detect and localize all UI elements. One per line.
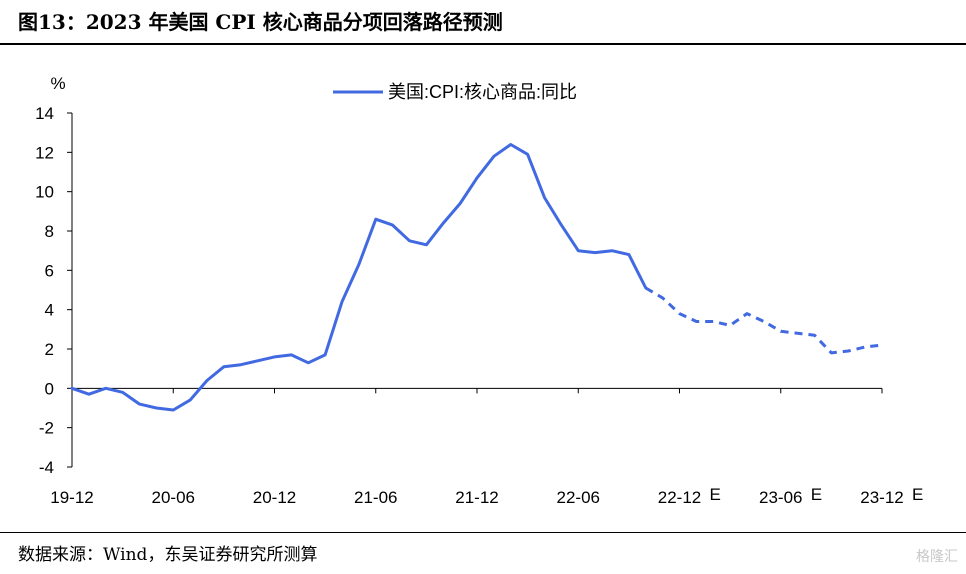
data-source-note: 数据来源：Wind，东吴证券研究所测算: [18, 545, 318, 565]
title-divider: [0, 43, 966, 45]
x-tick-label: 21-12: [455, 488, 498, 507]
x-tick-label-suffix: E: [811, 485, 822, 504]
y-tick-label: 6: [45, 261, 54, 280]
y-tick-label: 8: [45, 222, 54, 241]
source-divider: [0, 532, 966, 533]
x-tick-label: 19-12: [50, 488, 93, 507]
x-tick-label: 22-06: [557, 488, 600, 507]
y-tick-label: -2: [39, 419, 54, 438]
y-tick-label: 4: [45, 301, 54, 320]
y-tick-label: 10: [35, 183, 54, 202]
x-tick-label-suffix: E: [912, 485, 923, 504]
x-tick-label: 22-12: [658, 488, 701, 507]
legend-label: 美国:CPI:核心商品:同比: [388, 82, 577, 102]
x-tick-label: 23-12: [860, 488, 903, 507]
y-tick-label: 14: [35, 104, 54, 123]
x-tick-label: 20-12: [253, 488, 296, 507]
line-chart: -4 -2 0 2 4 6 8 10 12 14% 19-12 20-06 20-12 21-06 21-1…: [35, 74, 923, 507]
watermark: 格隆汇: [916, 549, 958, 565]
series-line-forecast: [645, 286, 883, 355]
chart-title-bar: 图13：2023 年美国 CPI 核心商品分项回落路径预测: [0, 0, 966, 45]
y-tick-label: -4: [39, 458, 54, 477]
series-line-actual: [70, 143, 648, 412]
y-tick-label: 2: [45, 340, 54, 359]
figure-title: 图13：2023 年美国 CPI 核心商品分项回落路径预测: [18, 10, 503, 34]
x-tick-label-suffix: E: [710, 485, 721, 504]
y-tick-label: 0: [45, 379, 54, 398]
y-tick-label: 12: [35, 143, 54, 162]
x-tick-label: 20-06: [152, 488, 195, 507]
x-tick-label: 23-06: [759, 488, 802, 507]
y-axis-unit-label: %: [50, 74, 65, 93]
x-tick-label: 21-06: [354, 488, 397, 507]
